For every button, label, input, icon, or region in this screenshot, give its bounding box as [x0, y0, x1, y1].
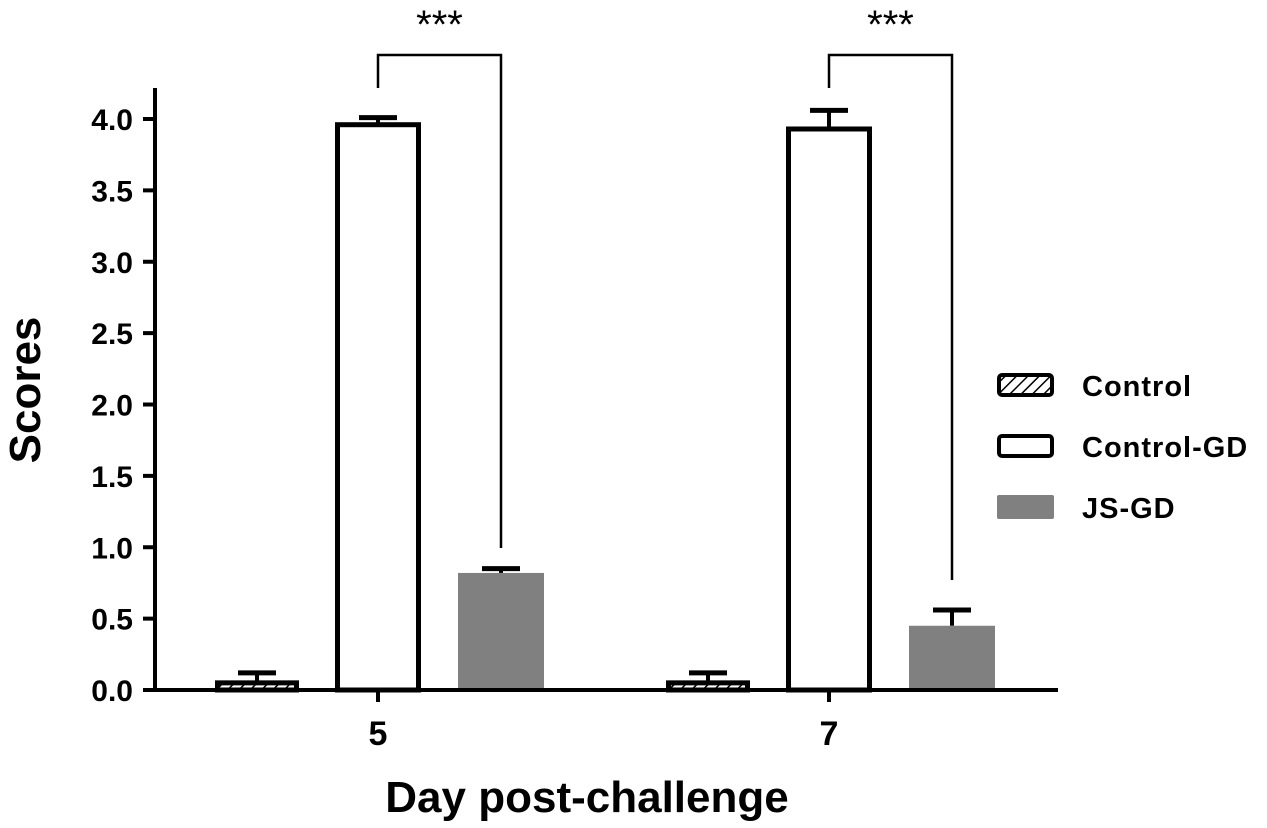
significance-label: ***	[867, 3, 914, 47]
y-tick-label: 3.5	[91, 175, 133, 208]
bar-control-gd-day-5	[335, 122, 421, 693]
y-tick-label: 0.5	[91, 604, 133, 637]
legend-swatch-js-gd	[997, 495, 1054, 519]
legend-label-control: Control	[1082, 371, 1192, 403]
y-tick-label: 1.0	[91, 532, 133, 565]
x-axis-title: Day post-challenge	[385, 773, 788, 822]
y-axis-ticks: 0.0 0.5 1.0 1.5 2.0 2.5 3.0 3.5 4.0	[91, 104, 155, 708]
axes	[153, 88, 1058, 692]
legend-label-control-gd: Control-GD	[1082, 432, 1248, 464]
bar-js-gd-day-7	[909, 625, 995, 690]
bar-js-gd-day-5	[458, 572, 544, 690]
legend-swatch-control	[997, 373, 1054, 397]
legend-label-js-gd: JS-GD	[1082, 493, 1176, 525]
y-tick-label: 3.0	[91, 247, 133, 280]
y-tick-label: 0.0	[91, 675, 133, 708]
significance-bracket	[827, 53, 954, 580]
y-axis-title: Scores	[1, 317, 50, 464]
legend: Control Control-GD JS-GD	[997, 371, 1248, 525]
y-tick-label: 2.5	[91, 318, 133, 351]
bar-control-gd-day-7	[786, 126, 872, 693]
y-tick-label: 2.0	[91, 390, 133, 423]
bars	[215, 107, 995, 693]
significance-annotations: *** ***	[376, 3, 954, 580]
x-category-label: 7	[820, 715, 839, 753]
significance-label: ***	[416, 3, 463, 47]
legend-swatch-control-gd	[997, 434, 1054, 458]
y-tick-label: 1.5	[91, 461, 133, 494]
y-tick-label: 4.0	[91, 104, 133, 137]
x-category-label: 5	[369, 715, 388, 753]
significance-bracket	[376, 53, 503, 548]
